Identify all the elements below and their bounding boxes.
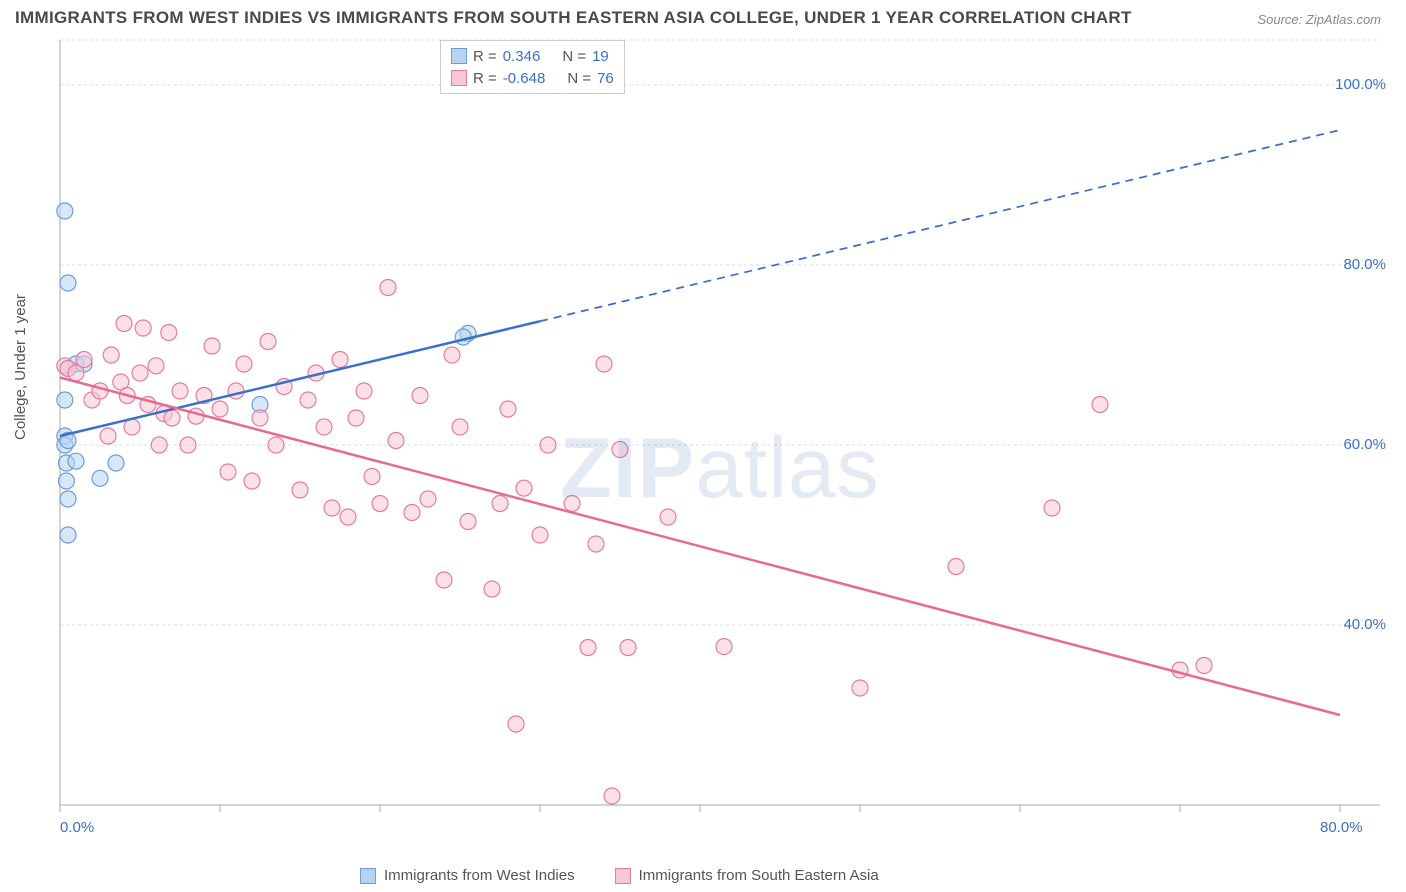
legend-item-1: Immigrants from South Eastern Asia (615, 867, 879, 884)
chart-area (50, 35, 1390, 835)
legend-series: Immigrants from West Indies Immigrants f… (360, 867, 879, 884)
r-label: R = (473, 70, 497, 87)
r-label: R = (473, 48, 497, 65)
y-tick-label: 40.0% (1343, 616, 1386, 633)
source-attribution: Source: ZipAtlas.com (1257, 12, 1381, 27)
chart-svg (50, 35, 1390, 835)
legend-stats-row-1: R = -0.648 N = 76 (451, 67, 614, 89)
x-tick-label: 0.0% (60, 819, 94, 836)
legend-stats: R = 0.346 N = 19 R = -0.648 N = 76 (440, 40, 625, 94)
chart-title: IMMIGRANTS FROM WEST INDIES VS IMMIGRANT… (15, 8, 1132, 28)
y-tick-label: 100.0% (1335, 76, 1386, 93)
y-axis-title: College, Under 1 year (12, 294, 29, 440)
n-value: 19 (592, 48, 609, 65)
legend-label: Immigrants from South Eastern Asia (639, 867, 879, 884)
r-value: 0.346 (503, 48, 541, 65)
n-label: N = (567, 70, 591, 87)
x-tick-label: 80.0% (1320, 819, 1363, 836)
n-label: N = (562, 48, 586, 65)
legend-item-0: Immigrants from West Indies (360, 867, 575, 884)
swatch-pink (615, 868, 631, 884)
n-value: 76 (597, 70, 614, 87)
legend-stats-row-0: R = 0.346 N = 19 (451, 45, 614, 67)
swatch-blue (451, 48, 467, 64)
swatch-blue (360, 868, 376, 884)
legend-label: Immigrants from West Indies (384, 867, 575, 884)
swatch-pink (451, 70, 467, 86)
y-tick-label: 60.0% (1343, 436, 1386, 453)
y-tick-label: 80.0% (1343, 256, 1386, 273)
r-value: -0.648 (503, 70, 546, 87)
